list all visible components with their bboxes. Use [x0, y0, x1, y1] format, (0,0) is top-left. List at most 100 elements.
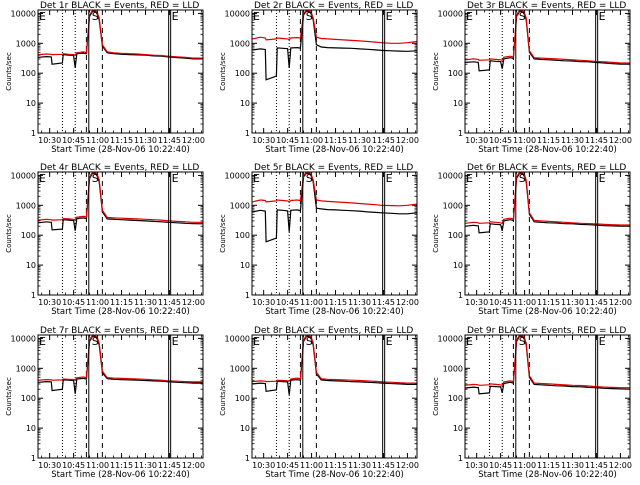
x-tick-label: 11:45 — [158, 461, 181, 470]
marker-label-e: E — [466, 335, 473, 348]
x-tick-label: 11:15 — [537, 461, 560, 470]
x-tick-label: 11:00 — [300, 136, 323, 145]
marker-label-e: E — [466, 10, 473, 23]
marker-label-s: S — [92, 335, 99, 348]
x-tick-label: 11:45 — [158, 298, 181, 307]
x-tick-label: 11:15 — [537, 298, 560, 307]
panel-title: Det 5r BLACK = Events, RED = LLD — [254, 163, 413, 173]
panel-title: Det 1r BLACK = Events, RED = LLD — [40, 1, 199, 11]
lld-series-line — [465, 335, 630, 389]
y-axis-label: Counts/sec — [432, 52, 440, 91]
panel-det-9: Det 9r BLACK = Events, RED = LLD Counts/s… — [432, 326, 632, 480]
lld-series-line — [252, 172, 417, 207]
x-tick-label: 12:00 — [396, 461, 419, 470]
x-tick-label: 12:00 — [182, 298, 205, 307]
y-tick-label: 10 — [240, 99, 250, 108]
y-axis-label: Counts/sec — [432, 214, 440, 253]
x-tick-label: 10:30 — [252, 298, 275, 307]
plot-frame — [37, 9, 204, 134]
y-tick-label: 1000 — [16, 39, 36, 48]
marker-label-s: S — [92, 172, 99, 185]
y-tick-label: 10 — [453, 261, 463, 270]
x-tick-label: 10:30 — [38, 461, 61, 470]
x-tick-label: 10:45 — [62, 136, 85, 145]
series-group — [38, 10, 203, 68]
x-tick-label: 11:00 — [513, 298, 536, 307]
y-tick-label: 1000 — [443, 39, 463, 48]
marker-label-e: E — [466, 172, 473, 185]
lld-series-line — [38, 172, 203, 223]
x-tick-label: 11:45 — [585, 136, 608, 145]
y-tick-label: 100 — [21, 69, 36, 78]
marker-label-s: S — [306, 335, 313, 348]
lld-series-line — [465, 10, 630, 64]
y-tick-label: 10 — [453, 424, 463, 433]
series-group — [465, 335, 630, 395]
marker-label-e: E — [386, 10, 393, 23]
y-tick-label: 1 — [245, 454, 250, 463]
x-tick-label: 11:15 — [110, 136, 133, 145]
marker-label-e: E — [386, 172, 393, 185]
y-tick-label: 1000 — [16, 364, 36, 373]
marker-label-e: E — [253, 172, 260, 185]
y-tick-label: 100 — [448, 231, 463, 240]
plot-frame — [37, 334, 204, 459]
lld-series-line — [252, 10, 417, 44]
series-group — [252, 335, 417, 395]
x-axis-label: Start Time (28-Nov-06 10:22:40) — [478, 307, 617, 317]
y-tick-label: 100 — [448, 394, 463, 403]
y-tick-label: 10000 — [438, 9, 463, 18]
marker-label-s: S — [519, 10, 526, 23]
marker-label-e: E — [599, 335, 606, 348]
y-tick-label: 100 — [235, 231, 250, 240]
y-tick-label: 100 — [235, 69, 250, 78]
x-tick-label: 11:45 — [372, 298, 395, 307]
x-tick-label: 11:00 — [86, 298, 109, 307]
x-tick-label: 11:30 — [348, 136, 371, 145]
panel-title: Det 4r BLACK = Events, RED = LLD — [40, 163, 199, 173]
lld-series-line — [38, 10, 203, 59]
series-group — [465, 10, 630, 72]
x-axis-label: Start Time (28-Nov-06 10:22:40) — [265, 470, 404, 480]
y-tick-label: 10000 — [225, 334, 250, 343]
y-tick-label: 10 — [26, 424, 36, 433]
x-tick-label: 11:30 — [561, 298, 584, 307]
y-tick-label: 1 — [458, 291, 463, 300]
plot-frame — [464, 334, 631, 459]
marker-label-e: E — [39, 10, 46, 23]
panel-title: Det 8r BLACK = Events, RED = LLD — [254, 326, 413, 336]
x-tick-label: 12:00 — [182, 461, 205, 470]
marker-label-e: E — [386, 335, 393, 348]
x-tick-label: 11:30 — [561, 461, 584, 470]
plot-frame — [464, 9, 631, 134]
x-tick-label: 10:45 — [489, 136, 512, 145]
panel-title: Det 7r BLACK = Events, RED = LLD — [40, 326, 199, 336]
x-tick-label: 10:45 — [276, 136, 299, 145]
x-tick-label: 11:45 — [158, 136, 181, 145]
x-tick-label: 12:00 — [182, 136, 205, 145]
x-tick-label: 11:00 — [300, 298, 323, 307]
y-tick-label: 10 — [240, 424, 250, 433]
lld-series-line — [38, 335, 203, 383]
x-tick-label: 11:30 — [134, 298, 157, 307]
x-tick-label: 11:00 — [513, 136, 536, 145]
x-tick-label: 12:00 — [396, 136, 419, 145]
marker-label-e: E — [253, 10, 260, 23]
y-tick-label: 1000 — [443, 201, 463, 210]
lld-series-line — [252, 335, 417, 384]
y-axis-label: Counts/sec — [5, 214, 13, 253]
marker-label-e: E — [39, 172, 46, 185]
y-axis-label: Counts/sec — [5, 377, 13, 416]
y-tick-label: 100 — [448, 69, 463, 78]
y-tick-label: 100 — [235, 394, 250, 403]
x-tick-label: 11:00 — [86, 461, 109, 470]
x-tick-label: 11:30 — [348, 461, 371, 470]
x-tick-label: 11:30 — [561, 136, 584, 145]
y-tick-label: 1 — [31, 129, 36, 138]
x-tick-label: 10:30 — [38, 298, 61, 307]
x-tick-label: 12:00 — [396, 298, 419, 307]
y-tick-label: 1000 — [16, 201, 36, 210]
x-tick-label: 10:30 — [465, 298, 488, 307]
y-tick-label: 1 — [31, 291, 36, 300]
y-tick-label: 10 — [26, 261, 36, 270]
